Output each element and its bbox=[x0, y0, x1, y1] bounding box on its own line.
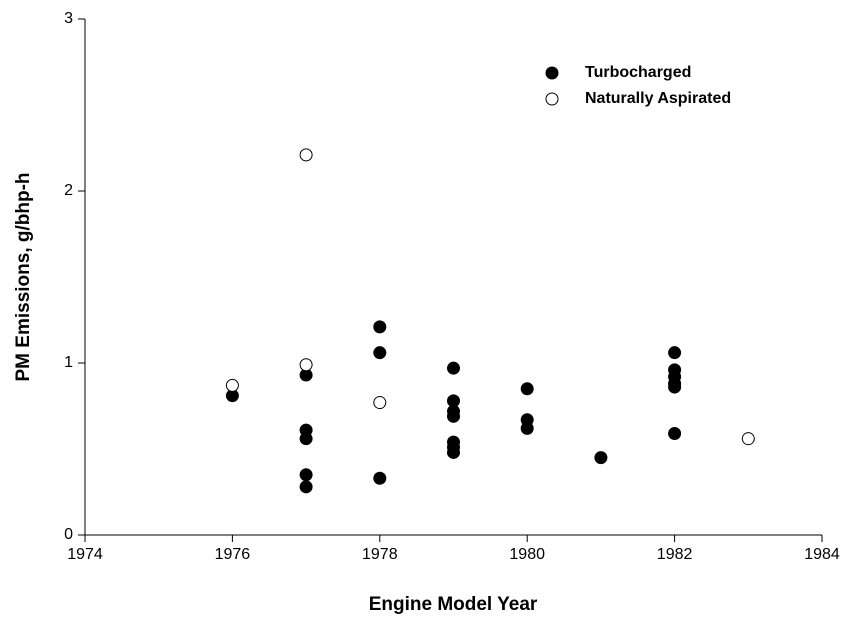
x-tick-label: 1978 bbox=[362, 546, 398, 563]
point bbox=[299, 480, 313, 494]
point bbox=[373, 396, 387, 410]
x-axis-title: Engine Model Year bbox=[369, 594, 538, 615]
point bbox=[299, 148, 313, 162]
point bbox=[520, 421, 534, 435]
point bbox=[299, 468, 313, 482]
y-tick-label: 2 bbox=[64, 182, 73, 199]
point bbox=[373, 471, 387, 485]
point bbox=[520, 382, 534, 396]
legend-text: Naturally Aspirated bbox=[585, 90, 731, 107]
point bbox=[668, 427, 682, 441]
x-tick-label: 1980 bbox=[509, 546, 545, 563]
point bbox=[225, 378, 239, 392]
point bbox=[741, 432, 755, 446]
x-tick-label: 1982 bbox=[657, 546, 693, 563]
point bbox=[299, 432, 313, 446]
x-tick-label: 1976 bbox=[215, 546, 251, 563]
point bbox=[373, 346, 387, 360]
point bbox=[373, 320, 387, 334]
point bbox=[299, 358, 313, 372]
y-axis-title: PM Emissions, g/bhp-h bbox=[13, 172, 34, 381]
point bbox=[594, 451, 608, 465]
point bbox=[447, 445, 460, 459]
y-tick-label: 1 bbox=[64, 354, 73, 371]
point bbox=[447, 361, 460, 375]
legend-text: Turbocharged bbox=[585, 64, 691, 81]
point bbox=[447, 409, 460, 423]
point bbox=[668, 380, 682, 394]
x-tick-label: 1984 bbox=[804, 546, 840, 563]
y-tick-label: 3 bbox=[64, 10, 73, 27]
legend-marker bbox=[545, 66, 559, 80]
y-tick-label: 0 bbox=[64, 526, 73, 543]
x-tick-label: 1974 bbox=[67, 546, 103, 563]
legend-marker bbox=[545, 92, 559, 106]
point bbox=[668, 346, 682, 360]
